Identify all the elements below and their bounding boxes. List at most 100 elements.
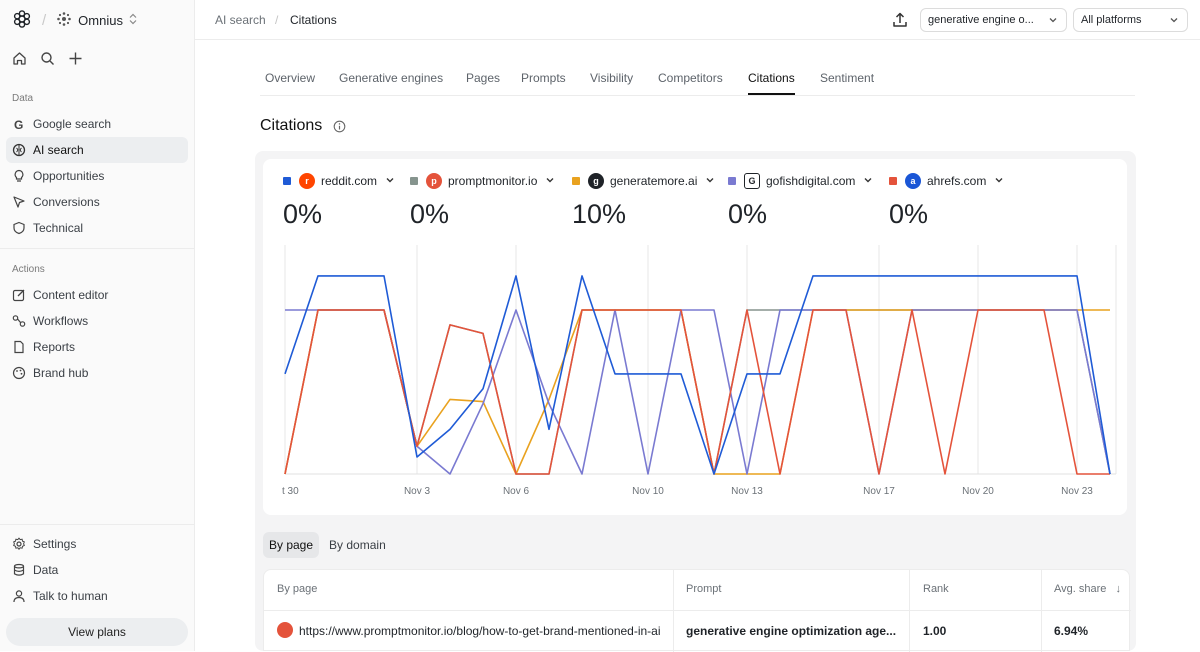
x-tick-label: Nov 6: [503, 486, 530, 497]
search-icon[interactable]: [39, 50, 55, 66]
chevron-down-icon: [385, 174, 395, 188]
tab-competitors[interactable]: Competitors: [658, 71, 723, 85]
sidebar-item-talk-to-human[interactable]: Talk to human: [6, 583, 188, 609]
series-swatch: [889, 177, 897, 185]
sidebar-item-label: Google search: [33, 117, 112, 131]
chevron-down-icon: [705, 174, 715, 188]
sidebar-item-brand-hub[interactable]: Brand hub: [6, 360, 188, 386]
platform-select[interactable]: All platforms: [1073, 8, 1188, 32]
citations-panel: r reddit.com 0% p promptmonitor.io 0% g generat…: [255, 151, 1136, 652]
chevron-down-icon: [994, 174, 1004, 188]
sidebar-item-label: Content editor: [33, 288, 109, 302]
sidebar-item-google-search[interactable]: G Google search: [6, 111, 188, 137]
plus-icon[interactable]: [67, 50, 83, 66]
series-line-ahrefs-com[interactable]: [284, 309, 1110, 475]
sidebar-item-label: Brand hub: [33, 366, 89, 380]
engine-select-value: generative engine o...: [928, 14, 1034, 26]
tab-overview[interactable]: Overview: [265, 71, 316, 85]
legend-item-generatemore-ai[interactable]: g generatemore.ai: [572, 173, 715, 189]
page-url-link[interactable]: https://www.promptmonitor.io/blog/how-to…: [299, 624, 661, 638]
column-divider: [1041, 570, 1042, 652]
x-tick-label: Nov 17: [863, 486, 895, 497]
series-line-reddit-com[interactable]: [284, 275, 1111, 475]
sidebar-divider: [0, 524, 195, 525]
document-icon: [12, 340, 26, 354]
promptmonitor-logo-icon: [277, 622, 293, 638]
tab-visibility[interactable]: Visibility: [590, 71, 634, 85]
tab-citations[interactable]: Citations: [748, 71, 795, 95]
info-icon[interactable]: [333, 120, 347, 134]
tab-pages[interactable]: Pages: [466, 71, 501, 85]
home-icon[interactable]: [11, 50, 27, 66]
sidebar-item-technical[interactable]: Technical: [6, 215, 188, 241]
tab-sentiment[interactable]: Sentiment: [820, 71, 875, 85]
column-header-prompt[interactable]: Prompt: [686, 583, 722, 595]
series-percentage: 10%: [572, 199, 627, 229]
sidebar-item-data[interactable]: Data: [6, 557, 188, 583]
sidebar-item-workflows[interactable]: Workflows: [6, 308, 188, 334]
sidebar-item-content-editor[interactable]: Content editor: [6, 282, 188, 308]
tab-generative-engines[interactable]: Generative engines: [339, 71, 444, 85]
x-tick-label: Nov 13: [731, 486, 763, 497]
column-header-page[interactable]: By page: [277, 583, 318, 595]
svg-text:G: G: [14, 118, 23, 131]
brain-icon: [12, 143, 26, 157]
x-tick-label: Nov 10: [632, 486, 664, 497]
prompt-cell: generative engine optimization age...: [686, 624, 897, 638]
citations-chart-card: r reddit.com 0% p promptmonitor.io 0% g generat…: [263, 159, 1127, 515]
platform-select-value: All platforms: [1081, 14, 1142, 26]
legend-label: reddit.com: [321, 174, 378, 188]
workspace-logo-icon: [56, 11, 72, 30]
by-domain-toggle[interactable]: By domain: [329, 538, 386, 552]
legend-label: promptmonitor.io: [448, 174, 538, 188]
engine-select[interactable]: generative engine o...: [920, 8, 1067, 32]
palette-icon: [12, 366, 26, 380]
main-content: Overview Generative engines Pages Prompt…: [195, 41, 1200, 652]
top-bar: AI search / Citations generative engine …: [195, 0, 1200, 40]
gear-icon: [12, 537, 26, 551]
section-label-data: Data: [12, 93, 34, 104]
column-header-avg-share[interactable]: Avg. share ↓: [1054, 583, 1121, 595]
sidebar-item-conversions[interactable]: Conversions: [6, 189, 188, 215]
series-percentage: 0%: [283, 199, 323, 229]
avg-share-cell: 6.94%: [1054, 624, 1089, 638]
by-page-toggle[interactable]: By page: [263, 532, 320, 558]
legend-item-reddit-com[interactable]: r reddit.com: [283, 173, 395, 189]
sidebar-item-label: Conversions: [33, 195, 100, 209]
series-swatch: [283, 177, 291, 185]
site-logo-icon: r: [299, 173, 315, 189]
series-line-gofishdigital-com[interactable]: [285, 309, 1111, 475]
breadcrumb-parent[interactable]: AI search: [215, 13, 266, 27]
column-divider: [909, 570, 910, 652]
sidebar-item-settings[interactable]: Settings: [6, 531, 188, 557]
tab-prompts[interactable]: Prompts: [521, 71, 566, 85]
section-label-actions: Actions: [12, 264, 45, 275]
chevron-updown-icon: [129, 13, 137, 28]
legend-item-promptmonitor-io[interactable]: p promptmonitor.io: [410, 173, 555, 189]
edit-icon: [12, 288, 26, 302]
database-icon: [12, 563, 26, 577]
series-percentage: 0%: [728, 199, 768, 229]
sidebar-item-ai-search[interactable]: AI search: [6, 137, 188, 163]
column-header-rank[interactable]: Rank: [923, 583, 949, 595]
citations-table: By page Prompt Rank Avg. share ↓ https:/…: [263, 569, 1131, 652]
sidebar-item-label: Data: [33, 563, 59, 577]
sidebar-divider: [0, 248, 195, 249]
x-tick-label: Nov 20: [962, 486, 994, 497]
legend-label: generatemore.ai: [610, 174, 698, 188]
chevron-down-icon: [545, 174, 555, 188]
export-icon[interactable]: [891, 11, 909, 29]
site-logo-icon: p: [426, 173, 442, 189]
workspace-name: Omnius: [78, 12, 123, 28]
row-divider: [264, 610, 1131, 611]
sidebar-item-opportunities[interactable]: Opportunities: [6, 163, 188, 189]
sidebar-item-label: Reports: [33, 340, 76, 354]
view-plans-button[interactable]: View plans: [6, 618, 188, 646]
workspace-switcher[interactable]: / Omnius: [0, 0, 195, 40]
sidebar-item-reports[interactable]: Reports: [6, 334, 188, 360]
legend-item-ahrefs-com[interactable]: a ahrefs.com: [889, 173, 1004, 189]
chevron-down-icon: [1169, 15, 1179, 28]
sidebar-item-label: Technical: [33, 221, 84, 235]
site-logo-icon: g: [588, 173, 604, 189]
